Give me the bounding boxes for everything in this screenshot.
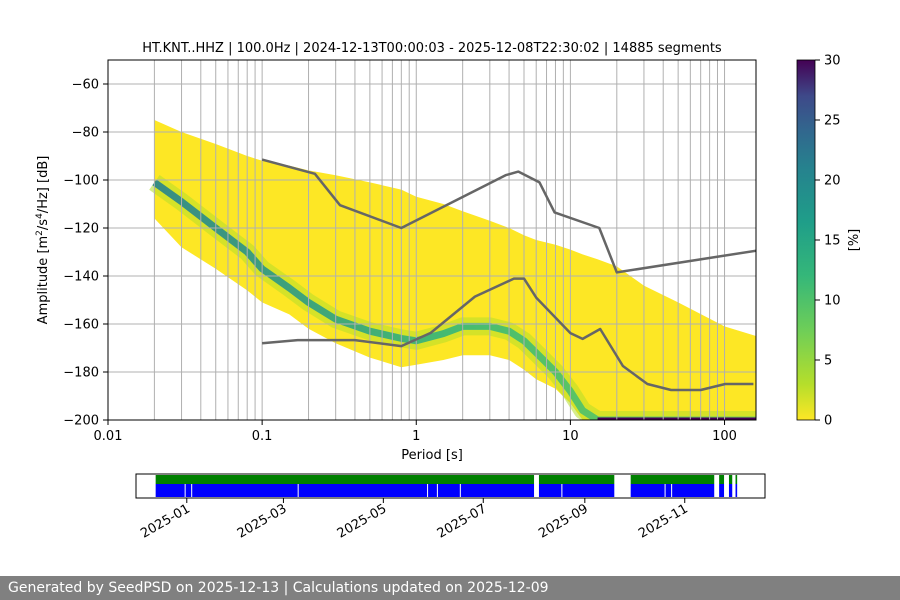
- availability-tick-label: 2025-07: [435, 501, 490, 541]
- density-layer: [149, 120, 756, 420]
- psd-availability-segment: [735, 484, 738, 497]
- psd-availability-segment: [155, 484, 535, 497]
- availability-panel: 2025-01 2025-03 2025-05 2025-07 2025-09 2025-…: [135, 473, 766, 542]
- chart-title: HT.KNT..HHZ | 100.0Hz | 2024-12-13T00:00…: [142, 41, 722, 56]
- availability-tick-label: 2025-03: [235, 501, 290, 541]
- x-tick-label: 10: [562, 429, 579, 444]
- availability-tick-label: 2025-11: [636, 501, 691, 541]
- x-tick-label: 100: [712, 429, 737, 444]
- y-tick-label: −100: [63, 174, 99, 189]
- data-availability-segment: [719, 475, 725, 484]
- y-tick-label: −60: [72, 78, 99, 93]
- x-tick-label: 1: [412, 429, 420, 444]
- y-label-part-2: /s: [36, 219, 51, 230]
- colorbar-tick-label: 30: [824, 54, 841, 69]
- colorbar: 0 5 10 15 20 25 30 [%]: [796, 54, 862, 429]
- footer-text: Generated by SeedPSD on 2025-12-13 | Cal…: [8, 580, 549, 596]
- y-tick-label: −140: [63, 270, 99, 285]
- availability-ticks: 2025-01 2025-03 2025-05 2025-07 2025-09 2025-…: [138, 498, 691, 542]
- availability-bars: [155, 475, 738, 497]
- availability-tick-label: 2025-05: [335, 501, 390, 541]
- psd-availability-segment: [728, 484, 733, 497]
- colorbar-tick-label: 10: [824, 294, 841, 309]
- data-availability-segment: [735, 475, 738, 484]
- y-label-part-3: /Hz] [dB]: [36, 156, 51, 214]
- colorbar-ticks: 0 5 10 15 20 25 30: [815, 54, 841, 429]
- plot-frame: [107, 59, 757, 421]
- y-axis-label: Amplitude [m2/s4/Hz] [dB]: [35, 156, 51, 325]
- x-tick-label: 0.1: [252, 429, 273, 444]
- availability-tick-label: 2025-01: [138, 501, 193, 541]
- noise-model-high: [261, 158, 756, 274]
- psd-plot: 0.01 0.1 1 10 100 −200 −180 −160 −140 −120 −100 −8…: [63, 59, 757, 444]
- footer-bar: Generated by SeedPSD on 2025-12-13 | Cal…: [0, 576, 900, 600]
- x-ticks: 0.01 0.1 1 10 100: [94, 420, 737, 444]
- density-band: [154, 120, 756, 420]
- noise-model-low: [261, 277, 754, 392]
- y-ticks: −200 −180 −160 −140 −120 −100 −80 −60: [63, 78, 108, 429]
- colorbar-tick-label: 5: [824, 354, 832, 369]
- x-tick-label: 0.01: [94, 429, 123, 444]
- colorbar-gradient: [796, 59, 816, 421]
- colorbar-label: [%]: [847, 229, 862, 252]
- data-availability-segment: [538, 475, 615, 484]
- grid-layer: [107, 60, 756, 421]
- availability-tick-label: 2025-09: [536, 501, 591, 541]
- y-tick-label: −180: [63, 366, 99, 381]
- psd-availability-segment: [719, 484, 725, 497]
- colorbar-tick-label: 0: [824, 414, 832, 429]
- y-label-sup-2: 4: [35, 213, 45, 219]
- availability-frame: [135, 473, 766, 499]
- data-availability-segment: [728, 475, 733, 484]
- y-tick-label: −160: [63, 318, 99, 333]
- psd-availability-segment: [538, 484, 615, 497]
- x-axis-label: Period [s]: [401, 448, 463, 463]
- psd-availability-segment: [630, 484, 715, 497]
- y-tick-label: −200: [63, 414, 99, 429]
- colorbar-tick-label: 15: [824, 234, 841, 249]
- density-mode-core: [152, 179, 756, 420]
- colorbar-tick-label: 20: [824, 174, 841, 189]
- y-tick-label: −80: [72, 126, 99, 141]
- colorbar-tick-label: 25: [824, 114, 841, 129]
- y-label-part-1: Amplitude [m: [36, 236, 51, 325]
- data-availability-segment: [630, 475, 715, 484]
- y-tick-label: −120: [63, 222, 99, 237]
- noise-model-layer: [261, 158, 756, 392]
- y-label-sup-1: 2: [35, 230, 45, 236]
- data-availability-segment: [155, 475, 535, 484]
- figure: HT.KNT..HHZ | 100.0Hz | 2024-12-13T00:00…: [35, 41, 862, 542]
